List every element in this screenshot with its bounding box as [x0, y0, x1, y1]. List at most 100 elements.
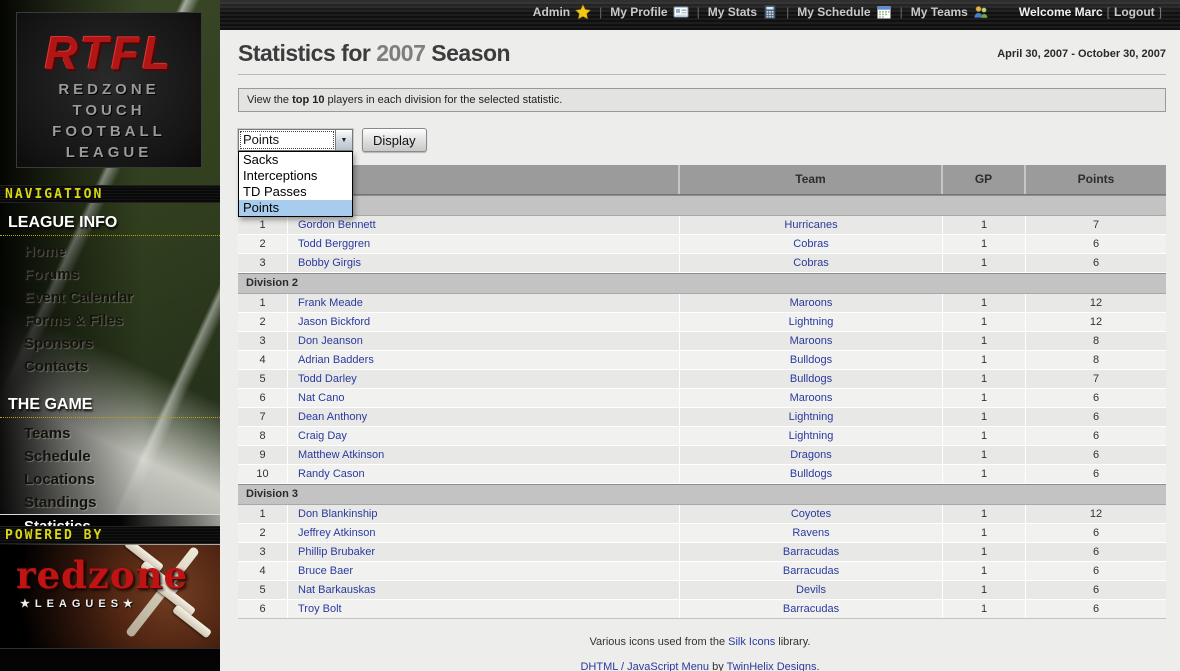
topbar-item-label: Admin: [532, 5, 571, 19]
team-link[interactable]: Bulldogs: [789, 468, 833, 480]
sidebar-item-event-calendar[interactable]: Event Calendar: [24, 289, 134, 306]
star-icon: [575, 4, 591, 20]
silk-icons-link[interactable]: Silk Icons: [728, 636, 776, 648]
player-link[interactable]: Nat Barkauskas: [298, 584, 376, 596]
sidebar-item-locations[interactable]: Locations: [24, 471, 95, 488]
sidebar-item-teams[interactable]: Teams: [24, 425, 71, 442]
team-link[interactable]: Bulldogs: [789, 354, 833, 366]
team-link[interactable]: Dragons: [790, 449, 832, 461]
player-link[interactable]: Troy Bolt: [298, 603, 342, 615]
player-link[interactable]: Todd Berggren: [298, 238, 371, 250]
gp-cell: 1: [943, 581, 1026, 599]
dropdown-option-td-passes[interactable]: TD Passes: [243, 184, 307, 199]
display-button[interactable]: Display: [362, 128, 427, 152]
team-cell: Dragons: [680, 446, 943, 464]
player-link[interactable]: Phillip Brubaker: [298, 546, 376, 558]
team-link[interactable]: Lightning: [788, 430, 834, 442]
team-cell: Cobras: [680, 235, 943, 253]
rank-cell: 1: [238, 505, 288, 523]
player-cell: Matthew Atkinson: [288, 446, 680, 464]
player-link[interactable]: Dean Anthony: [298, 411, 368, 423]
player-cell: Bruce Baer: [288, 562, 680, 580]
topbar-item-my-profile[interactable]: My Profile: [610, 4, 689, 20]
footer-credit-link[interactable]: TwinHelix Designs: [726, 661, 817, 671]
player-link[interactable]: Frank Meade: [298, 297, 363, 309]
rtfl-logo-line: REDZONE: [58, 81, 160, 98]
dropdown-option-interceptions[interactable]: Interceptions: [243, 168, 318, 183]
rank-cell: 1: [238, 216, 288, 234]
player-link[interactable]: Randy Cason: [298, 468, 365, 480]
table-header-row: PlayerTeamGPPoints: [238, 165, 1166, 195]
division-header-division-3: Division 3: [238, 484, 1166, 505]
player-link[interactable]: Jeffrey Atkinson: [298, 527, 376, 539]
stats-table: PlayerTeamGPPointsDivision 11Gordon Benn…: [238, 165, 1166, 619]
topbar-item-my-schedule[interactable]: My Schedule: [797, 4, 891, 20]
player-link[interactable]: Gordon Bennett: [298, 219, 376, 231]
team-link[interactable]: Barracudas: [782, 603, 840, 615]
team-link[interactable]: Maroons: [789, 297, 833, 309]
team-link[interactable]: Cobras: [793, 238, 829, 250]
column-header-team: Team: [680, 165, 943, 194]
gp-cell: 1: [943, 332, 1026, 350]
player-link[interactable]: Bobby Girgis: [298, 257, 361, 269]
gp-cell: 1: [943, 446, 1026, 464]
topbar-item-admin[interactable]: Admin: [533, 4, 591, 20]
sidebar-item-forms-files[interactable]: Forms & Files: [24, 312, 124, 329]
topbar-item-my-stats[interactable]: My Stats: [708, 4, 778, 20]
sidebar-item-contacts[interactable]: Contacts: [24, 358, 89, 375]
team-link[interactable]: Barracudas: [782, 565, 840, 577]
team-cell: Hurricanes: [680, 216, 943, 234]
topbar-separator: |: [786, 5, 790, 19]
gp-cell: 1: [943, 294, 1026, 312]
table-row: 4 Bruce Baer Barracudas 1 6: [238, 562, 1166, 581]
rank-cell: 9: [238, 446, 288, 464]
statistic-select[interactable]: Points ▼: [238, 129, 353, 151]
team-link[interactable]: Ravens: [792, 527, 830, 539]
dropdown-option-points[interactable]: Points: [239, 200, 352, 216]
player-link[interactable]: Matthew Atkinson: [298, 449, 385, 461]
chevron-down-icon[interactable]: ▼: [335, 130, 352, 150]
team-link[interactable]: Coyotes: [790, 508, 832, 520]
player-link[interactable]: Don Jeanson: [298, 335, 363, 347]
points-cell: 6: [1092, 468, 1100, 480]
sidebar-item-standings[interactable]: Standings: [24, 494, 97, 511]
topbar-separator: |: [599, 5, 603, 19]
player-link[interactable]: Bruce Baer: [298, 565, 354, 577]
team-link[interactable]: Cobras: [793, 257, 829, 269]
team-link[interactable]: Devils: [796, 584, 826, 596]
points-cell: 6: [1092, 565, 1100, 577]
team-link[interactable]: Maroons: [789, 392, 833, 404]
player-link[interactable]: Don Blankinship: [298, 508, 378, 520]
team-link[interactable]: Maroons: [789, 335, 833, 347]
team-link[interactable]: Barracudas: [782, 546, 840, 558]
sidebar-item-sponsors[interactable]: Sponsors: [24, 335, 94, 352]
gp-cell: 1: [943, 524, 1026, 542]
topbar-item-label: My Schedule: [797, 5, 871, 19]
player-cell: Don Blankinship: [288, 505, 680, 523]
player-cell: Adrian Badders: [288, 351, 680, 369]
player-cell: Todd Darley: [288, 370, 680, 388]
table-row: 10 Randy Cason Bulldogs 1 6: [238, 465, 1166, 484]
player-link[interactable]: Nat Cano: [298, 392, 345, 404]
player-link[interactable]: Todd Darley: [298, 373, 357, 385]
points-cell: 12: [1089, 316, 1103, 328]
player-link[interactable]: Craig Day: [298, 430, 347, 442]
sidebar-item-schedule[interactable]: Schedule: [24, 448, 91, 465]
footer-credit-link[interactable]: DHTML / JavaScript Menu: [580, 661, 710, 671]
topbar-item-my-teams[interactable]: My Teams: [911, 4, 989, 20]
player-link[interactable]: Adrian Badders: [298, 354, 374, 366]
team-link[interactable]: Bulldogs: [789, 373, 833, 385]
logout-link[interactable]: Logout: [1114, 5, 1155, 19]
team-link[interactable]: Hurricanes: [784, 219, 838, 231]
player-link[interactable]: Jason Bickford: [298, 316, 371, 328]
team-link[interactable]: Lightning: [788, 316, 834, 328]
title-row: Statistics for 2007 Season April 30, 200…: [220, 30, 1180, 67]
dropdown-option-sacks[interactable]: Sacks: [243, 152, 279, 167]
points-cell: 12: [1089, 297, 1103, 309]
table-row: 1 Frank Meade Maroons 1 12: [238, 294, 1166, 313]
group-icon: [973, 4, 989, 20]
team-link[interactable]: Lightning: [788, 411, 834, 423]
points-cell: 8: [1092, 354, 1100, 366]
sidebar-item-home[interactable]: Home: [24, 243, 66, 260]
sidebar-item-forums[interactable]: Forums: [24, 266, 80, 283]
